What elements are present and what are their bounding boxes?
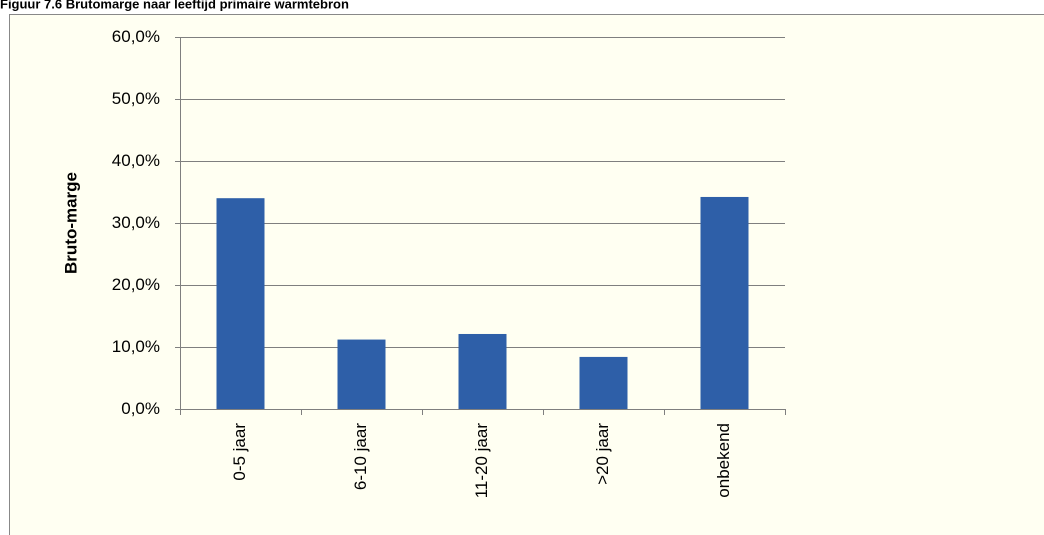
bar	[700, 196, 749, 409]
y-tick-label: 10,0%	[112, 337, 160, 356]
bar	[216, 198, 265, 409]
y-tick-label: 50,0%	[112, 89, 160, 108]
x-tick-label: 0-5 jaar	[230, 423, 249, 481]
bar	[458, 333, 507, 409]
x-tick-label: 6-10 jaar	[351, 423, 370, 490]
x-tick-label: onbekend	[714, 423, 733, 498]
y-axis-label: Bruto-marge	[61, 172, 80, 274]
y-tick-label: 60,0%	[112, 27, 160, 46]
y-tick-label: 20,0%	[112, 275, 160, 294]
bar	[579, 356, 628, 409]
x-tick-label: >20 jaar	[593, 423, 612, 485]
y-tick-label: 0,0%	[121, 399, 160, 418]
chart-title: Figuur 7.6 Brutomarge naar leeftijd prim…	[0, 0, 349, 11]
bar	[337, 339, 386, 409]
x-tick-label: 11-20 jaar	[472, 423, 491, 499]
y-tick-label: 30,0%	[112, 213, 160, 232]
y-tick-label: 40,0%	[112, 151, 160, 170]
chart-frame	[9, 14, 1044, 535]
